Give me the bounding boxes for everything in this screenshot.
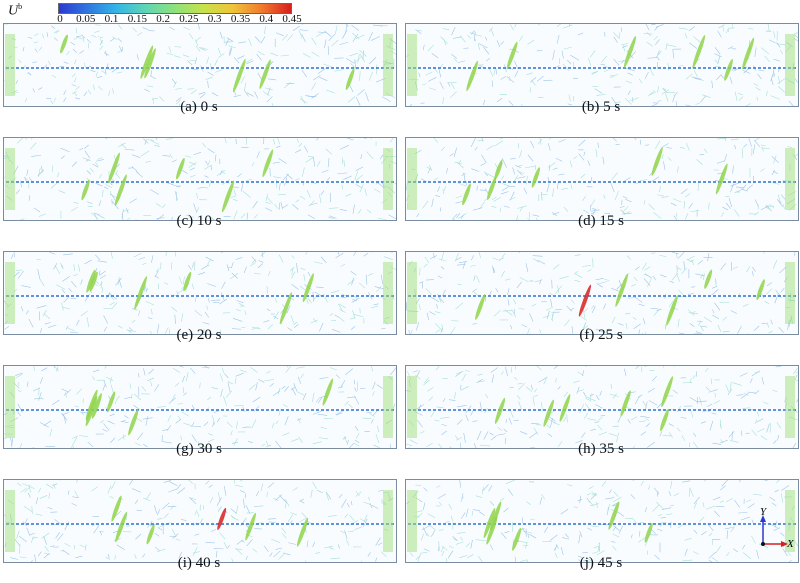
colorbar-tick-label: 0.35: [230, 13, 251, 25]
panel-caption: (a) 0 s: [180, 99, 218, 115]
axis-y-label: Y: [760, 506, 767, 518]
flow-field-panel: [405, 137, 799, 221]
colorbar-superscript: b: [18, 2, 23, 11]
velocity-vectors-icon: [4, 366, 396, 448]
axis-arrows-icon: [760, 515, 788, 547]
colorbar-tick-label: 0.1: [104, 13, 119, 25]
colorbar-tick-label: 0.4: [259, 13, 274, 25]
colorbar-tick-label: 0.2: [156, 13, 170, 25]
velocity-vectors-icon: [406, 138, 798, 220]
flow-field-panel: [405, 23, 799, 107]
axis-indicator: Y X: [757, 506, 797, 552]
colorbar-tick-label: 0.25: [179, 13, 199, 25]
panel-caption: (d) 15 s: [578, 213, 624, 229]
flow-field-panel: [405, 365, 799, 449]
flow-field-panel: [3, 23, 397, 107]
flow-field-panel: [3, 365, 397, 449]
panel-caption: (f) 25 s: [579, 327, 623, 343]
velocity-vectors-icon: [4, 480, 394, 562]
axis-x-label: X: [787, 538, 794, 550]
flow-field-panel: [3, 251, 397, 335]
panel-caption: (h) 35 s: [578, 441, 624, 457]
panel-caption: (c) 10 s: [176, 213, 222, 229]
flow-field-panel: [3, 137, 397, 221]
velocity-vectors-icon: [4, 252, 396, 334]
velocity-vectors-icon: [406, 24, 798, 106]
panel-caption: (b) 5 s: [581, 99, 621, 115]
panel-caption: (i) 40 s: [177, 555, 221, 571]
velocity-vectors-icon: [406, 366, 798, 448]
colorbar-tick-label: 0.05: [76, 13, 96, 25]
colorbar-tick-label: 0.15: [127, 13, 147, 25]
velocity-vectors-icon: [4, 24, 396, 106]
colorbar-symbol: U: [8, 3, 19, 19]
velocity-vectors-icon: [406, 480, 798, 562]
panel-caption: (j) 45 s: [579, 555, 623, 571]
colorbar-tick-label: 0: [57, 13, 63, 25]
colorbar-ticks: 0 0.05 0.1 0.15 0.2 0.25 0.3 0.35 0.4 0.45: [30, 13, 330, 27]
velocity-vectors-icon: [406, 252, 796, 334]
panel-caption: (e) 20 s: [176, 327, 222, 343]
flow-field-panel: [405, 251, 799, 335]
colorbar: [58, 3, 292, 14]
velocity-vectors-icon: [4, 138, 396, 220]
flow-field-panel: [3, 479, 397, 563]
panel-caption: (g) 30 s: [176, 441, 222, 457]
colorbar-tick-label: 0.3: [207, 13, 222, 25]
flow-field-panel: [405, 479, 799, 563]
colorbar-tick-label: 0.45: [282, 13, 302, 25]
colorbar-title: Ub: [8, 2, 22, 20]
